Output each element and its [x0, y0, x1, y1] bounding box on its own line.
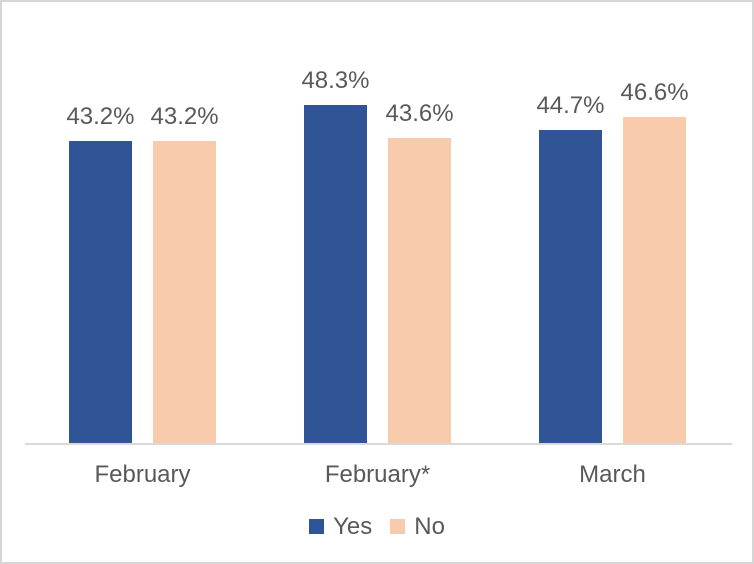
bar-col-no-february: 43.6% [386, 100, 454, 443]
data-label-no-february: 43.2% [150, 102, 219, 130]
category-slot-february: 48.3% 43.6% [260, 2, 495, 443]
legend-swatch-no-icon [390, 519, 406, 534]
legend-item-no: No [390, 512, 445, 541]
x-axis-label-february-star: February* [324, 461, 431, 488]
category-slot-february: 43.2% 43.2% [25, 2, 260, 443]
bar-yes-february [68, 140, 132, 443]
bar-col-no-march: 46.6% [621, 79, 689, 443]
legend-label-yes: Yes [333, 513, 373, 540]
bar-no-february [153, 140, 217, 443]
bar-col-yes-march: 44.7% [536, 92, 605, 443]
bar-yes-february [303, 104, 367, 443]
x-axis-labels: February February* March [25, 460, 730, 489]
x-axis-label-february: February [94, 461, 191, 488]
bar-group-february: 43.2% 43.2% [66, 102, 219, 443]
data-label-yes-february: 48.3% [301, 66, 370, 94]
x-axis-line [25, 443, 732, 445]
bar-col-yes-february: 43.2% [66, 102, 135, 443]
data-label-no-february: 43.6% [385, 99, 454, 127]
bar-no-march [623, 116, 687, 443]
bar-yes-march [538, 130, 602, 443]
legend-item-yes: Yes [309, 512, 372, 541]
data-label-no-march: 46.6% [620, 78, 689, 106]
bar-col-yes-february: 48.3% [301, 66, 370, 443]
bar-no-february [388, 137, 452, 443]
legend-label-no: No [414, 513, 445, 540]
bar-group-march: 44.7% 46.6% [536, 79, 689, 443]
legend: Yes No [2, 512, 752, 541]
data-label-yes-march: 44.7% [536, 92, 605, 120]
bar-group-february: 48.3% 43.6% [301, 66, 454, 443]
legend-swatch-yes-icon [309, 519, 325, 534]
category-slot-march: 44.7% 46.6% [495, 2, 730, 443]
plot-area: 43.2% 43.2% 48.3% 43.6% 44.7% 46.6% [25, 2, 730, 443]
data-label-yes-february: 43.2% [66, 102, 135, 130]
bar-col-no-february: 43.2% [151, 103, 219, 443]
x-axis-label-march: March [579, 461, 646, 488]
